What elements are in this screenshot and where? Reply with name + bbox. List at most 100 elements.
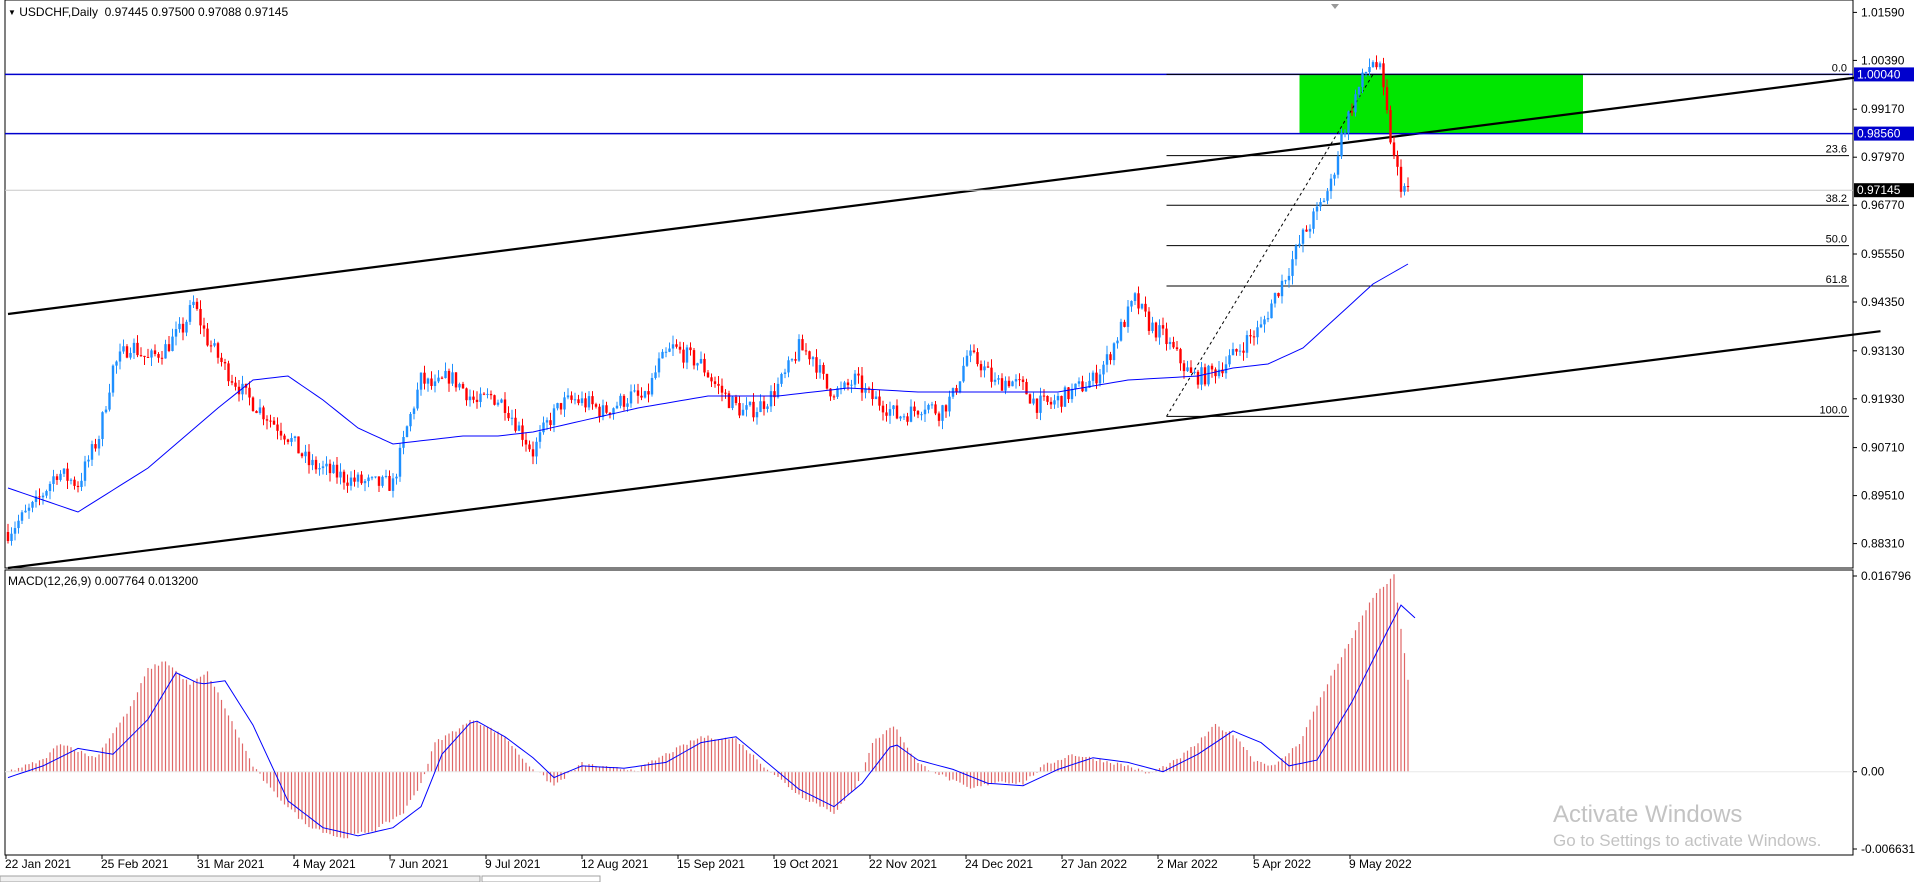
candle-body <box>892 405 895 410</box>
candle-body <box>948 396 951 412</box>
candle-body <box>612 408 615 415</box>
candle-body <box>710 377 713 382</box>
candle-body <box>444 370 447 379</box>
candle-body <box>1161 325 1165 329</box>
fib-level-label: 50.0 <box>1826 234 1847 246</box>
candle-body <box>300 453 304 457</box>
candle-body <box>1273 293 1277 304</box>
date-tick-label: 9 May 2022 <box>1349 857 1412 871</box>
candle-body <box>787 360 790 373</box>
candle-body <box>594 404 598 407</box>
candle-body <box>258 407 262 414</box>
candle-body <box>447 370 451 384</box>
candle-body <box>48 483 52 492</box>
candle-body <box>6 532 10 541</box>
candle-body <box>934 404 937 414</box>
candle-body <box>377 476 381 486</box>
level-label: 0.98560 <box>1857 127 1901 141</box>
candle-body <box>1228 355 1231 365</box>
date-tick-label: 22 Nov 2021 <box>869 857 937 871</box>
candle-body <box>293 436 297 439</box>
candle-body <box>927 404 930 410</box>
candle-body <box>486 393 489 395</box>
candle-body <box>1266 318 1270 320</box>
candle-body <box>262 407 265 420</box>
candle-body <box>388 475 391 491</box>
candle-body <box>230 381 234 383</box>
candle-body <box>979 364 983 371</box>
candle-body <box>423 372 426 384</box>
candle-body <box>1011 381 1014 387</box>
candle-body <box>766 406 769 409</box>
candle-body <box>381 476 384 486</box>
candle-body <box>1014 379 1018 382</box>
date-tick-label: 2 Mar 2022 <box>1157 857 1218 871</box>
candle-body <box>517 425 521 431</box>
candle-body <box>514 417 517 431</box>
candle-body <box>1224 364 1228 374</box>
candle-body <box>1056 395 1060 401</box>
candle-body <box>335 464 339 478</box>
date-tick-label: 12 Aug 2021 <box>581 857 649 871</box>
candle-body <box>279 430 283 436</box>
candle-body <box>1032 398 1035 404</box>
candle-body <box>178 323 181 330</box>
candle-body <box>1249 335 1252 337</box>
candle-body <box>321 466 325 469</box>
candle-body <box>570 395 573 400</box>
candle-body <box>1256 327 1259 338</box>
candle-body <box>549 420 552 426</box>
candle-body <box>528 444 531 450</box>
candle-body <box>27 507 31 511</box>
candle-body <box>853 373 857 385</box>
candle-body <box>1021 379 1025 382</box>
candle-body <box>360 474 363 484</box>
candle-body <box>773 391 776 398</box>
candle-body <box>885 412 888 416</box>
candle-body <box>1329 178 1333 192</box>
date-tick-label: 5 Apr 2022 <box>1253 857 1311 871</box>
candle-body <box>720 385 724 393</box>
candle-body <box>465 388 468 401</box>
candle-body <box>1336 156 1340 175</box>
candle-body <box>1326 191 1329 201</box>
candle-body <box>272 420 276 425</box>
channel-lower-line <box>7 330 1881 570</box>
candle-body <box>370 477 374 479</box>
candle-body <box>1343 132 1347 134</box>
candle-body <box>1130 300 1133 307</box>
candle-body <box>647 391 650 395</box>
candle-body <box>986 366 990 368</box>
candle-body <box>983 366 986 371</box>
candle-body <box>503 399 507 413</box>
candle-body <box>307 451 311 466</box>
shift-marker-icon <box>1331 4 1339 9</box>
collapse-triangle-icon[interactable]: ▼ <box>8 8 16 17</box>
candle-body <box>920 414 923 416</box>
candle-body <box>1035 398 1039 413</box>
macd-histogram <box>7 574 1409 839</box>
candle-body <box>1137 293 1140 309</box>
fib-level-label: 23.6 <box>1826 144 1847 156</box>
supply-zone <box>1299 74 1583 134</box>
candle-body <box>1067 387 1070 400</box>
candle-body <box>913 406 916 412</box>
candle-body <box>1308 228 1312 232</box>
candle-body <box>563 397 566 410</box>
candle-body <box>482 393 486 395</box>
chart-tab-strip <box>0 875 481 882</box>
candle-body <box>412 408 416 414</box>
candle-body <box>1158 325 1161 338</box>
candle-body <box>1172 341 1175 348</box>
candle-body <box>906 416 909 422</box>
candle-body <box>881 405 885 413</box>
activation-watermark: Activate Windows Go to Settings to activ… <box>1553 800 1821 851</box>
candle-body <box>850 384 853 386</box>
candle-body <box>759 401 762 413</box>
candle-body <box>188 305 192 322</box>
candle-body <box>1312 211 1315 229</box>
date-tick-label: 25 Feb 2021 <box>101 857 169 871</box>
candle-body <box>297 436 300 454</box>
